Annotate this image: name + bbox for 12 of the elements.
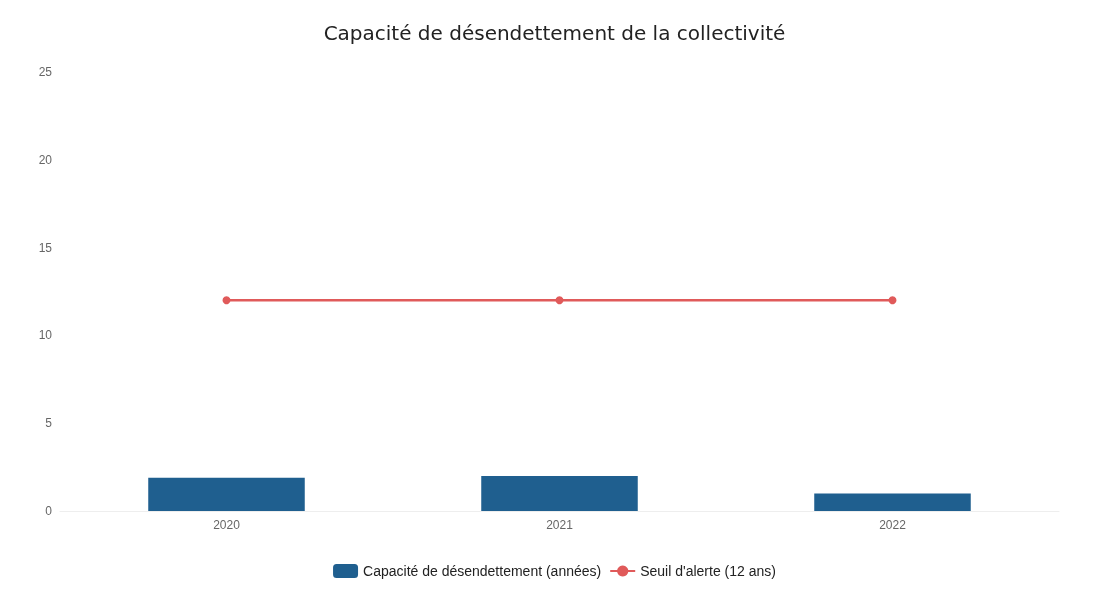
- y-tick-label: 5: [45, 416, 53, 431]
- y-tick-label: 15: [38, 240, 53, 255]
- legend-label: Seuil d'alerte (12 ans): [640, 563, 776, 579]
- chart-title: Capacité de désendettement de la collectivité: [323, 21, 786, 45]
- y-tick-label: 20: [38, 152, 53, 167]
- x-tick-label: 2020: [213, 518, 241, 532]
- y-tick-label: 25: [38, 65, 53, 79]
- x-tick-label: 2021: [546, 518, 574, 532]
- legend-label: Capacité de désendettement (années): [363, 563, 602, 579]
- x-tick-label: 2022: [879, 518, 907, 532]
- y-tick-label: 0: [45, 504, 53, 518]
- y-tick-label: 10: [38, 328, 53, 343]
